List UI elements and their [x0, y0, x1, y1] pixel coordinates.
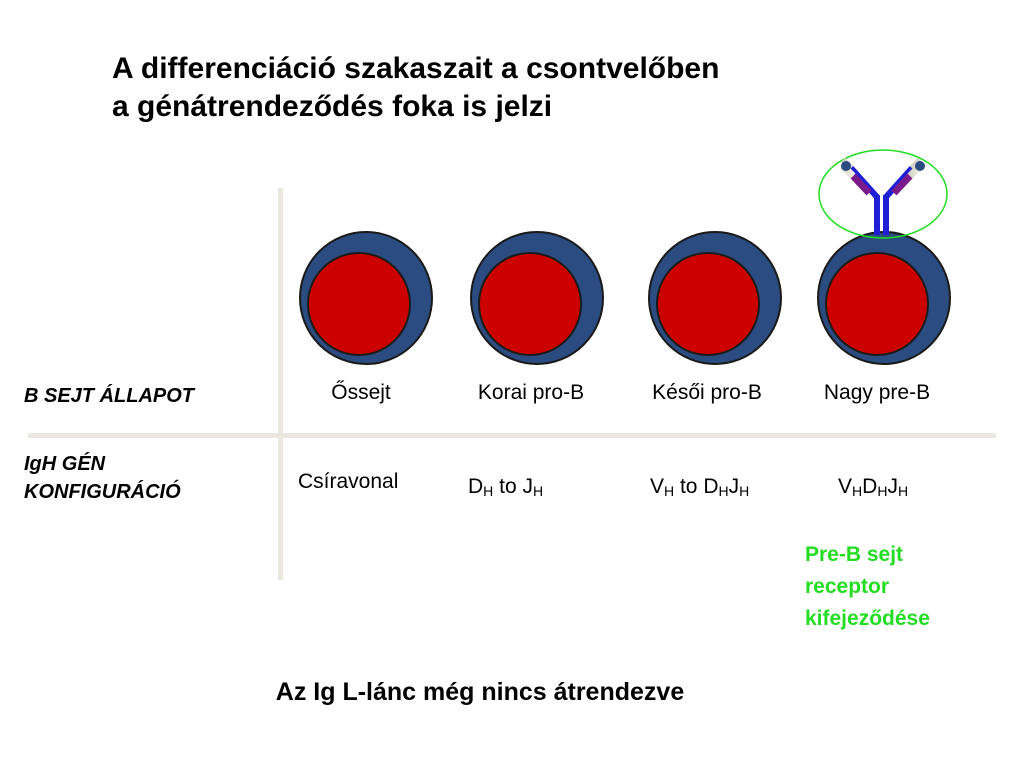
gene-segment: D: [468, 475, 484, 498]
igh-gene-label-line-2: KONFIGURÁCIÓ: [24, 481, 181, 503]
cell-icon: [648, 231, 782, 365]
gene-subscript: H: [664, 483, 675, 499]
cell-icon: [470, 231, 604, 365]
gene-subscript: H: [532, 483, 544, 499]
gene-subscript: H: [877, 483, 888, 499]
horizontal-divider: [28, 433, 996, 438]
gene-segment: J: [522, 475, 533, 498]
b-cell-state-label: B SEJT ÁLLAPOT: [24, 385, 195, 407]
gene-segment: V: [650, 475, 665, 498]
gene-segment: D: [862, 475, 878, 498]
stage-large-pre-b: Nagy pre-B: [823, 381, 931, 404]
note-line-1: Pre-B sejt: [805, 543, 904, 566]
gene-connector: to: [674, 475, 704, 498]
igh-gene-config-label: IgH GÉN KONFIGURÁCIÓ: [24, 450, 181, 506]
gene-segment: J: [887, 475, 898, 498]
gene-d-to-j: DH to JH: [468, 475, 543, 499]
igh-gene-label-line-1: IgH GÉN: [24, 453, 106, 475]
gene-segment: J: [728, 475, 740, 498]
gene-segment: V: [838, 475, 853, 498]
gene-connector: to: [493, 475, 523, 498]
stage-early-pro-b: Korai pro-B: [477, 381, 585, 404]
vertical-divider: [278, 188, 283, 580]
note-line-2: receptor: [805, 575, 890, 598]
gene-vdj: VHDHJH: [838, 475, 908, 499]
gene-germline: Csíravonal: [298, 470, 399, 493]
note-line-3: kifejeződése: [805, 607, 930, 630]
title-line-2: a génátrendeződés foka is jelzi: [112, 90, 553, 123]
cell-icon: [299, 231, 433, 365]
cell-icon: [817, 231, 951, 365]
gene-subscript: H: [897, 483, 909, 499]
pre-b-receptor-icon: [818, 149, 948, 239]
gene-subscript: H: [739, 483, 750, 499]
stage-stem-cell: Őssejt: [331, 381, 391, 404]
slide-title: A differenciáció szakaszait a csontvelőb…: [112, 50, 872, 126]
gene-subscript: H: [718, 483, 729, 499]
pre-b-receptor-note: Pre-B sejt receptor kifejeződése: [805, 539, 930, 635]
footer-note: Az Ig L-lánc még nincs átrendezve: [275, 678, 685, 706]
gene-segment: D: [703, 475, 719, 498]
gene-subscript: H: [852, 483, 863, 499]
gene-v-to-dj: VH to DHJH: [650, 475, 749, 499]
gene-subscript: H: [483, 483, 494, 499]
stage-late-pro-b: Késői pro-B: [652, 381, 762, 404]
title-line-1: A differenciáció szakaszait a csontvelőb…: [112, 52, 720, 85]
